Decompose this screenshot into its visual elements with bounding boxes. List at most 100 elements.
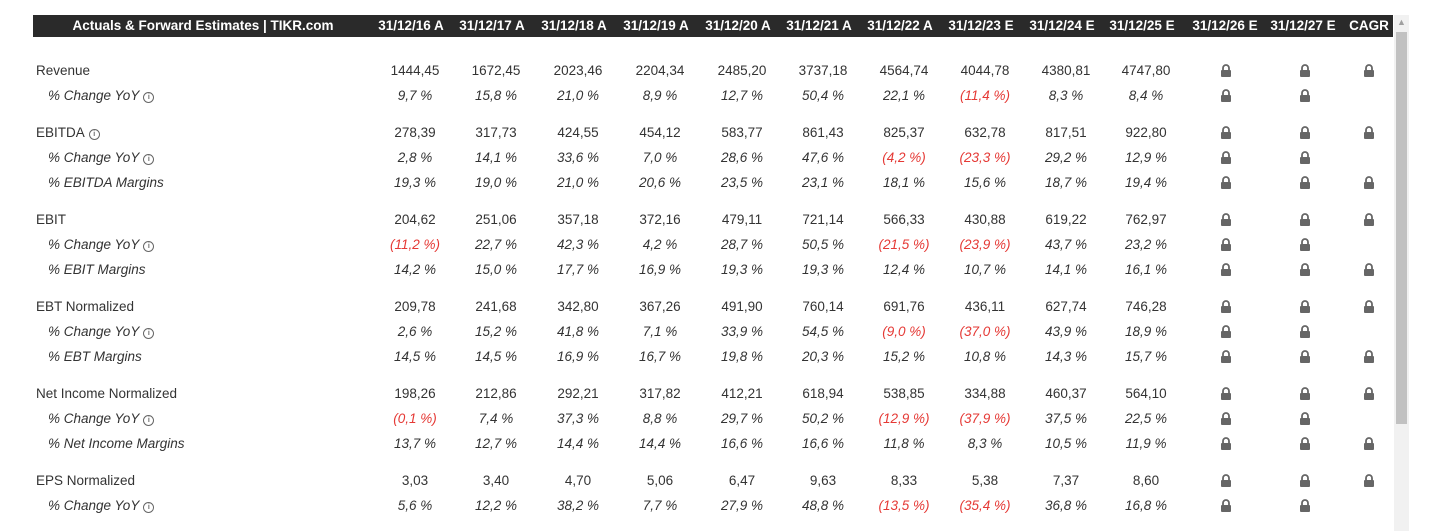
lock-icon[interactable] [1220, 126, 1232, 139]
locked-cell[interactable] [1349, 120, 1389, 145]
lock-icon[interactable] [1299, 437, 1311, 450]
locked-cell[interactable] [1206, 406, 1246, 431]
lock-icon[interactable] [1299, 238, 1311, 251]
scroll-up-arrow-icon[interactable]: ▲ [1397, 17, 1406, 27]
locked-cell[interactable] [1349, 170, 1389, 195]
lock-icon[interactable] [1220, 64, 1232, 77]
table-cell: 28,6 % [720, 150, 764, 165]
lock-icon[interactable] [1299, 387, 1311, 400]
locked-cell[interactable] [1206, 344, 1246, 369]
locked-cell[interactable] [1285, 232, 1325, 257]
info-icon[interactable]: i [88, 129, 100, 140]
lock-icon[interactable] [1220, 474, 1232, 487]
info-icon[interactable]: i [143, 415, 155, 426]
lock-icon[interactable] [1220, 325, 1232, 338]
lock-icon[interactable] [1220, 412, 1232, 425]
locked-cell[interactable] [1206, 232, 1246, 257]
lock-icon[interactable] [1220, 387, 1232, 400]
lock-icon[interactable] [1299, 64, 1311, 77]
lock-icon[interactable] [1363, 300, 1375, 313]
lock-icon[interactable] [1363, 437, 1375, 450]
lock-icon[interactable] [1220, 89, 1232, 102]
lock-icon[interactable] [1220, 263, 1232, 276]
locked-cell[interactable] [1206, 257, 1246, 282]
locked-cell[interactable] [1285, 120, 1325, 145]
locked-cell[interactable] [1285, 257, 1325, 282]
locked-cell[interactable] [1206, 431, 1246, 456]
locked-cell[interactable] [1285, 58, 1325, 83]
lock-icon[interactable] [1363, 176, 1375, 189]
lock-icon[interactable] [1220, 151, 1232, 164]
locked-cell[interactable] [1349, 294, 1389, 319]
locked-cell[interactable] [1349, 468, 1389, 493]
lock-icon[interactable] [1299, 151, 1311, 164]
locked-cell[interactable] [1206, 145, 1246, 170]
locked-cell[interactable] [1349, 257, 1389, 282]
locked-cell[interactable] [1285, 294, 1325, 319]
locked-cell[interactable] [1349, 381, 1389, 406]
locked-cell[interactable] [1206, 170, 1246, 195]
lock-icon[interactable] [1363, 474, 1375, 487]
vertical-scrollbar[interactable]: ▲ [1394, 15, 1409, 531]
lock-icon[interactable] [1363, 64, 1375, 77]
locked-cell[interactable] [1206, 83, 1246, 108]
scrollbar-thumb[interactable] [1396, 32, 1407, 424]
locked-cell[interactable] [1349, 344, 1389, 369]
lock-icon[interactable] [1363, 126, 1375, 139]
lock-icon[interactable] [1220, 437, 1232, 450]
lock-icon[interactable] [1299, 350, 1311, 363]
locked-cell[interactable] [1285, 381, 1325, 406]
lock-icon[interactable] [1299, 126, 1311, 139]
lock-icon[interactable] [1299, 89, 1311, 102]
lock-icon[interactable] [1220, 499, 1232, 512]
lock-icon[interactable] [1363, 387, 1375, 400]
lock-icon[interactable] [1299, 300, 1311, 313]
locked-cell[interactable] [1285, 319, 1325, 344]
lock-icon[interactable] [1299, 412, 1311, 425]
locked-cell[interactable] [1206, 58, 1246, 83]
lock-icon[interactable] [1220, 350, 1232, 363]
lock-icon[interactable] [1299, 474, 1311, 487]
lock-icon[interactable] [1220, 213, 1232, 226]
locked-cell[interactable] [1285, 493, 1325, 518]
locked-cell[interactable] [1349, 207, 1389, 232]
locked-cell[interactable] [1206, 319, 1246, 344]
lock-icon[interactable] [1220, 300, 1232, 313]
table-cell: 27,9 % [720, 498, 764, 513]
info-icon[interactable]: i [143, 92, 155, 103]
locked-cell[interactable] [1285, 431, 1325, 456]
lock-icon[interactable] [1299, 213, 1311, 226]
locked-cell[interactable] [1206, 381, 1246, 406]
locked-cell[interactable] [1349, 431, 1389, 456]
locked-cell[interactable] [1285, 207, 1325, 232]
locked-cell[interactable] [1206, 294, 1246, 319]
info-icon[interactable]: i [143, 154, 155, 165]
lock-icon[interactable] [1363, 350, 1375, 363]
locked-cell[interactable] [1206, 120, 1246, 145]
locked-cell[interactable] [1206, 493, 1246, 518]
locked-cell[interactable] [1285, 468, 1325, 493]
locked-cell[interactable] [1349, 58, 1389, 83]
locked-cell[interactable] [1285, 344, 1325, 369]
info-icon[interactable]: i [143, 241, 155, 252]
locked-cell[interactable] [1206, 468, 1246, 493]
table-cell: 479,11 [721, 212, 763, 227]
info-icon[interactable]: i [143, 502, 155, 513]
info-icon[interactable]: i [143, 328, 155, 339]
locked-cell[interactable] [1285, 170, 1325, 195]
lock-icon[interactable] [1363, 263, 1375, 276]
table-cell: 16,9 % [556, 349, 600, 364]
locked-cell[interactable] [1285, 145, 1325, 170]
lock-icon[interactable] [1299, 263, 1311, 276]
lock-icon[interactable] [1299, 499, 1311, 512]
lock-icon[interactable] [1299, 325, 1311, 338]
table-cell: 10,8 % [963, 349, 1007, 364]
locked-cell[interactable] [1285, 83, 1325, 108]
table-cell: (0,1 %) [393, 411, 437, 426]
locked-cell[interactable] [1285, 406, 1325, 431]
lock-icon[interactable] [1299, 176, 1311, 189]
lock-icon[interactable] [1363, 213, 1375, 226]
lock-icon[interactable] [1220, 176, 1232, 189]
lock-icon[interactable] [1220, 238, 1232, 251]
locked-cell[interactable] [1206, 207, 1246, 232]
